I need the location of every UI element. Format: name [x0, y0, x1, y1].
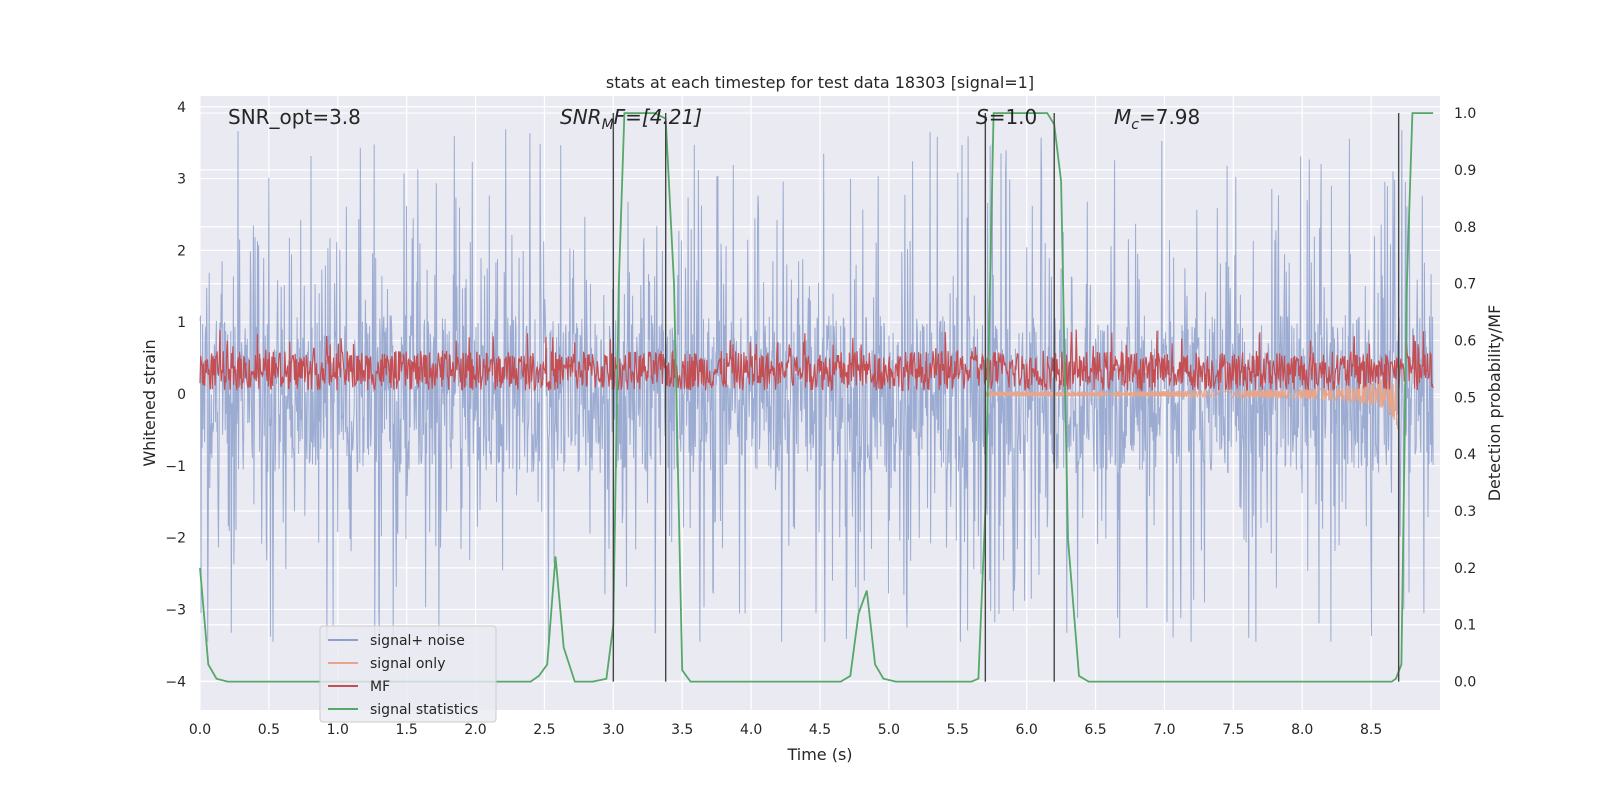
- y-right-tick-label: 0.8: [1454, 220, 1476, 236]
- x-tick-label: 5.0: [878, 722, 900, 738]
- y-axis-left-label: Whitened strain: [140, 339, 159, 466]
- y-right-tick-label: 1.0: [1454, 106, 1476, 122]
- x-axis-label: Time (s): [786, 745, 852, 764]
- y-left-tick-label: 3: [177, 172, 186, 188]
- y-right-tick-label: 0.7: [1454, 277, 1476, 293]
- x-tick-label: 4.0: [740, 722, 762, 738]
- x-tick-label: 1.5: [396, 722, 418, 738]
- x-tick-label: 4.5: [809, 722, 831, 738]
- legend: signal+ noise signal only MF signal stat…: [319, 625, 497, 723]
- series-signal-noise: [199, 129, 1434, 642]
- series-mf: [199, 329, 1434, 392]
- x-tick-label: 7.0: [1153, 722, 1175, 738]
- y-left-tick-label: −3: [165, 602, 186, 618]
- legend-label-mf: MF: [370, 679, 390, 695]
- x-tick-label: 2.5: [533, 722, 555, 738]
- y-right-tick-label: 0.4: [1454, 447, 1476, 463]
- y-left-tick-label: −4: [165, 674, 186, 690]
- y-left-tick-label: 4: [177, 100, 186, 116]
- annotation-mc-value: Mc=7.98: [1114, 105, 1200, 133]
- x-tick-label: 6.0: [1016, 722, 1038, 738]
- series-signal-statistics: [199, 112, 1434, 683]
- x-tick-label: 1.0: [327, 722, 349, 738]
- y-right-tick-label: 0.2: [1454, 561, 1476, 577]
- annotation-snr-mf: SNRMF=[4.21]: [560, 105, 702, 133]
- x-tick-label: 2.0: [464, 722, 486, 738]
- x-tick-label: 0.0: [189, 722, 211, 738]
- x-tick-label: 6.5: [1084, 722, 1106, 738]
- y-right-tick-label: 0.1: [1454, 618, 1476, 634]
- y-axis-left-ticks: 4 3 2 1 0 −1 −2 −3 −4: [165, 100, 186, 691]
- x-tick-label: 7.5: [1222, 722, 1244, 738]
- annotation-snr-opt: SNR_opt=3.8: [228, 105, 361, 129]
- x-tick-label: 5.5: [947, 722, 969, 738]
- y-left-tick-label: 2: [177, 243, 186, 259]
- y-right-tick-label: 0.0: [1454, 675, 1476, 691]
- y-right-tick-label: 0.5: [1454, 390, 1476, 406]
- legend-label-signal-statistics: signal statistics: [370, 702, 478, 718]
- y-axis-right-ticks: 1.0 0.9 0.8 0.7 0.6 0.5 0.4 0.3 0.2 0.1 0.0: [1454, 106, 1476, 691]
- chart-title: stats at each timestep for test data 183…: [606, 73, 1034, 92]
- legend-label-signal-only: signal only: [370, 656, 445, 672]
- legend-box: [319, 625, 497, 723]
- y-right-tick-label: 0.9: [1454, 163, 1476, 179]
- y-right-tick-label: 0.3: [1454, 504, 1476, 520]
- y-left-tick-label: −2: [165, 531, 186, 547]
- x-tick-label: 8.5: [1360, 722, 1382, 738]
- y-axis-right-label: Detection probability/MF: [1485, 305, 1504, 502]
- y-right-tick-label: 0.6: [1454, 333, 1476, 349]
- annotation-s-value: S=1.0: [976, 105, 1037, 129]
- y-left-tick-label: 0: [177, 387, 186, 403]
- legend-label-signal-noise: signal+ noise: [370, 633, 465, 649]
- y-left-tick-label: −1: [165, 459, 186, 475]
- x-tick-label: 3.0: [602, 722, 624, 738]
- x-tick-label: 3.5: [671, 722, 693, 738]
- vertical-lines: [612, 113, 1400, 682]
- x-tick-label: 8.0: [1291, 722, 1313, 738]
- y-left-tick-label: 1: [177, 315, 186, 331]
- x-tick-label: 0.5: [258, 722, 280, 738]
- x-axis-ticks: 0.0 0.5 1.0 1.5 2.0 2.5 3.0 3.5 4.0 4.5 5.0 5.5 6.0 6…: [189, 722, 1382, 738]
